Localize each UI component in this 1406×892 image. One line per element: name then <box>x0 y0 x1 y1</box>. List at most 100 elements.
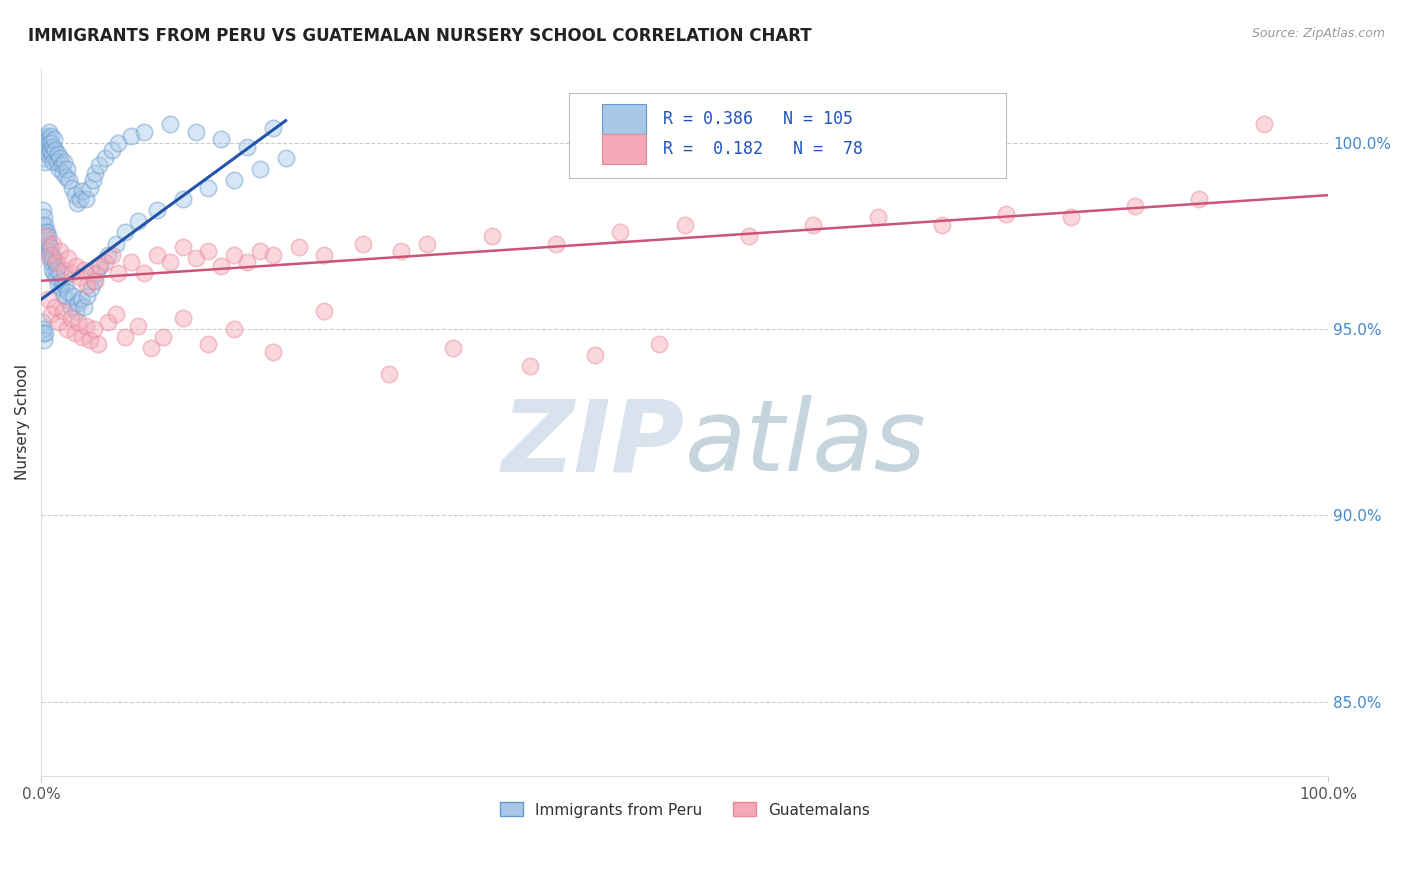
Point <box>89 259 111 273</box>
Point <box>35 140 58 154</box>
Point <box>48 162 70 177</box>
Point <box>51 158 73 172</box>
Point <box>39 144 62 158</box>
Point <box>45 154 67 169</box>
Point <box>69 192 91 206</box>
Point <box>48 315 70 329</box>
Point <box>49 244 72 258</box>
Point <box>39 128 62 143</box>
Point <box>87 158 110 172</box>
Text: ZIP: ZIP <box>502 395 685 492</box>
Point <box>287 240 309 254</box>
Text: R = 0.386   N = 105: R = 0.386 N = 105 <box>662 110 853 128</box>
Point <box>197 337 219 351</box>
Point <box>60 180 83 194</box>
Point <box>41 307 63 321</box>
Point <box>184 252 207 266</box>
Point <box>544 236 567 251</box>
Point <box>63 326 86 340</box>
Point <box>46 262 69 277</box>
Point <box>41 147 63 161</box>
Point <box>101 248 124 262</box>
Point <box>107 266 129 280</box>
Point <box>262 248 284 262</box>
Point <box>184 125 207 139</box>
Point <box>32 211 55 225</box>
Point <box>84 274 107 288</box>
Point <box>35 226 58 240</box>
Point <box>38 244 60 258</box>
Point <box>94 151 117 165</box>
Y-axis label: Nursery School: Nursery School <box>15 364 30 481</box>
Point <box>34 226 56 240</box>
Point <box>209 132 232 146</box>
Point <box>39 255 62 269</box>
Point <box>63 188 86 202</box>
Point <box>152 329 174 343</box>
Point <box>56 162 79 177</box>
Point <box>38 125 60 139</box>
Point <box>34 154 56 169</box>
Point <box>45 255 67 269</box>
Point <box>69 270 91 285</box>
Point <box>34 136 56 150</box>
Point <box>120 128 142 143</box>
Point <box>49 266 72 280</box>
Point <box>37 132 59 146</box>
Point <box>49 151 72 165</box>
Point <box>132 125 155 139</box>
Point <box>67 315 90 329</box>
Point <box>32 132 55 146</box>
Point <box>58 173 80 187</box>
Point <box>37 240 59 254</box>
Point <box>66 195 89 210</box>
Text: IMMIGRANTS FROM PERU VS GUATEMALAN NURSERY SCHOOL CORRELATION CHART: IMMIGRANTS FROM PERU VS GUATEMALAN NURSE… <box>28 27 811 45</box>
Point <box>83 274 105 288</box>
Legend: Immigrants from Peru, Guatemalans: Immigrants from Peru, Guatemalans <box>492 795 877 825</box>
Point <box>224 173 246 187</box>
Point <box>65 303 87 318</box>
Point <box>51 274 73 288</box>
Point <box>107 136 129 150</box>
Point <box>34 229 56 244</box>
Point <box>75 318 97 333</box>
Point <box>377 367 399 381</box>
Point <box>224 322 246 336</box>
Point <box>519 359 541 374</box>
Point <box>72 262 94 277</box>
Point <box>197 244 219 258</box>
Point <box>83 322 105 336</box>
Point <box>37 293 59 307</box>
FancyBboxPatch shape <box>569 94 1007 178</box>
Point <box>39 240 62 254</box>
Point <box>146 202 169 217</box>
Point <box>441 341 464 355</box>
Point <box>236 255 259 269</box>
Point <box>56 322 79 336</box>
Text: Source: ZipAtlas.com: Source: ZipAtlas.com <box>1251 27 1385 40</box>
Point <box>104 236 127 251</box>
Point <box>995 207 1018 221</box>
Point <box>314 303 336 318</box>
Point <box>79 180 101 194</box>
Point <box>866 211 889 225</box>
Point <box>94 255 117 269</box>
Point <box>224 248 246 262</box>
Point <box>41 136 63 150</box>
Point <box>146 248 169 262</box>
Point <box>76 289 98 303</box>
Point <box>104 307 127 321</box>
Point <box>172 192 194 206</box>
Point <box>35 128 58 143</box>
Point <box>80 266 103 280</box>
Point <box>46 147 69 161</box>
Point <box>31 144 53 158</box>
Point <box>76 277 98 292</box>
Point <box>82 173 104 187</box>
Point <box>86 266 108 280</box>
Point <box>132 266 155 280</box>
Point <box>114 226 136 240</box>
Point <box>249 162 271 177</box>
Point <box>352 236 374 251</box>
Point <box>172 311 194 326</box>
